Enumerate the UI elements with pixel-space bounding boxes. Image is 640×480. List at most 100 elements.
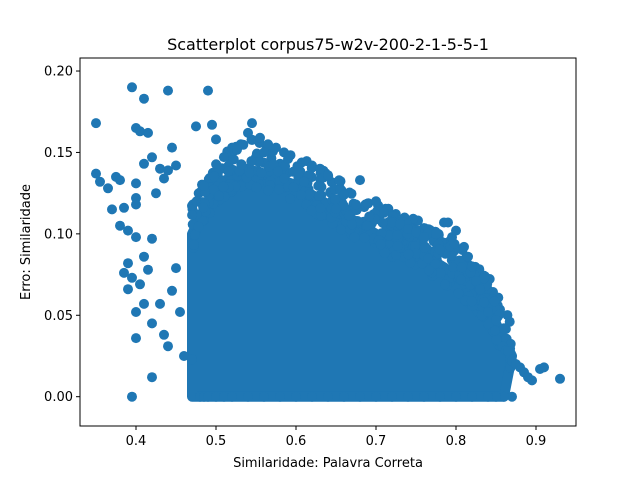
y-tick-label: 0.15 bbox=[44, 146, 73, 161]
data-point bbox=[467, 261, 477, 272]
data-point bbox=[211, 391, 221, 402]
data-point bbox=[189, 239, 199, 250]
data-point bbox=[483, 391, 493, 402]
data-point bbox=[127, 82, 137, 93]
data-point bbox=[283, 154, 293, 164]
data-point bbox=[175, 307, 185, 317]
data-point bbox=[539, 362, 549, 373]
data-point bbox=[448, 262, 459, 273]
data-point bbox=[435, 391, 445, 402]
data-point bbox=[115, 175, 125, 186]
data-point bbox=[339, 391, 349, 402]
data-point bbox=[315, 203, 326, 214]
data-point bbox=[479, 297, 489, 308]
x-tick-label: 0.9 bbox=[526, 434, 547, 449]
data-point bbox=[392, 241, 403, 251]
data-point bbox=[274, 184, 285, 195]
data-point bbox=[256, 167, 267, 178]
y-axis-label: Erro: Similaridade bbox=[19, 184, 34, 300]
data-point bbox=[419, 391, 429, 402]
data-point bbox=[334, 175, 345, 186]
data-point bbox=[371, 196, 381, 207]
x-tick-label: 0.4 bbox=[126, 434, 147, 449]
data-point bbox=[159, 173, 169, 184]
data-point bbox=[299, 176, 310, 187]
data-point bbox=[123, 225, 133, 236]
data-point bbox=[405, 257, 416, 268]
data-point bbox=[362, 220, 372, 231]
data-point bbox=[387, 217, 397, 228]
data-point bbox=[135, 279, 145, 290]
data-point bbox=[193, 221, 204, 232]
x-axis-ticks: 0.4 0.5 0.6 0.7 0.8 0.9 bbox=[126, 426, 547, 449]
data-point bbox=[364, 211, 375, 222]
data-point bbox=[379, 247, 390, 258]
data-point bbox=[163, 341, 173, 352]
data-point bbox=[499, 391, 509, 402]
data-point bbox=[343, 210, 354, 221]
data-point bbox=[403, 391, 413, 402]
data-point bbox=[135, 126, 145, 137]
data-point bbox=[403, 224, 413, 234]
data-point bbox=[338, 200, 349, 211]
data-point bbox=[187, 354, 197, 365]
data-point bbox=[189, 229, 200, 240]
y-tick-label: 0.05 bbox=[44, 309, 73, 324]
data-point bbox=[503, 346, 513, 357]
data-point bbox=[259, 391, 269, 402]
data-point bbox=[119, 267, 129, 278]
data-point bbox=[243, 127, 253, 138]
data-point bbox=[387, 391, 397, 402]
data-point bbox=[351, 199, 361, 210]
data-point bbox=[507, 391, 517, 402]
data-point bbox=[355, 391, 365, 402]
data-point bbox=[459, 241, 469, 252]
data-point bbox=[151, 188, 161, 199]
x-tick-label: 0.8 bbox=[446, 434, 467, 449]
data-point bbox=[218, 181, 229, 192]
data-point bbox=[313, 180, 324, 191]
data-point bbox=[123, 284, 133, 295]
data-point bbox=[293, 167, 304, 178]
data-point bbox=[435, 268, 446, 279]
x-tick-label: 0.5 bbox=[206, 434, 227, 449]
data-point bbox=[211, 134, 221, 145]
data-point bbox=[451, 225, 461, 236]
data-point bbox=[491, 315, 501, 326]
data-point bbox=[115, 220, 125, 231]
data-point bbox=[490, 325, 500, 336]
data-point bbox=[163, 85, 173, 96]
data-point bbox=[131, 307, 141, 317]
data-point bbox=[316, 210, 327, 221]
data-point bbox=[95, 176, 105, 187]
data-point bbox=[91, 118, 101, 129]
data-point bbox=[187, 210, 198, 220]
data-point bbox=[483, 307, 493, 317]
x-tick-label: 0.6 bbox=[286, 434, 307, 449]
data-point bbox=[147, 372, 157, 383]
data-point bbox=[91, 168, 101, 179]
data-point bbox=[475, 284, 485, 295]
data-point bbox=[107, 204, 117, 215]
data-point bbox=[155, 163, 165, 174]
data-point bbox=[263, 139, 273, 150]
data-point bbox=[139, 158, 149, 169]
y-axis-ticks: 0.00 0.05 0.10 0.15 0.20 bbox=[44, 65, 80, 405]
data-point bbox=[179, 351, 189, 361]
data-point bbox=[139, 93, 149, 104]
data-point bbox=[219, 391, 229, 402]
data-point bbox=[103, 183, 113, 194]
data-point bbox=[339, 189, 349, 200]
data-point bbox=[223, 166, 234, 177]
data-point bbox=[431, 228, 441, 239]
data-point bbox=[155, 298, 165, 309]
data-point bbox=[377, 217, 388, 228]
data-point bbox=[251, 182, 262, 193]
data-point bbox=[288, 182, 299, 193]
data-point bbox=[336, 224, 347, 235]
data-point bbox=[207, 119, 217, 130]
data-point bbox=[163, 165, 173, 176]
data-point bbox=[232, 144, 242, 155]
data-point bbox=[259, 147, 269, 158]
data-point bbox=[147, 318, 157, 329]
